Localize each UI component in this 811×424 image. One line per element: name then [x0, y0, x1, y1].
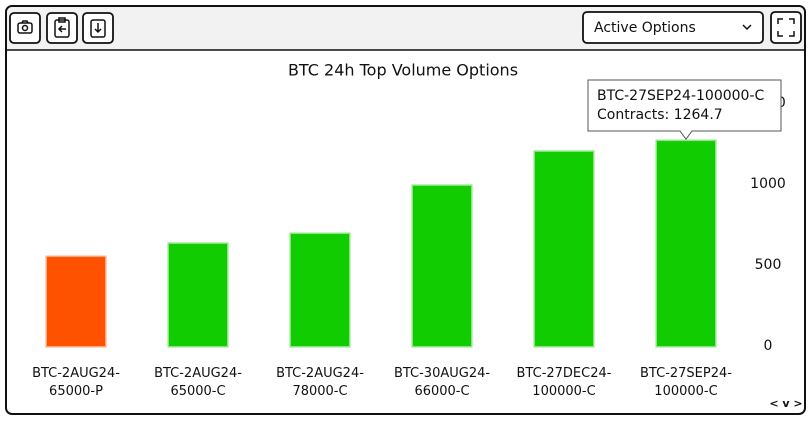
bar [289, 232, 351, 348]
tooltip-title: BTC-27SEP24-100000-C [597, 88, 765, 104]
camera-button[interactable] [9, 12, 41, 44]
select[interactable] [582, 11, 764, 44]
bar [167, 242, 229, 348]
tooltip-box [587, 79, 782, 140]
pager[interactable]: < v > [769, 397, 802, 410]
bar [45, 255, 107, 348]
x-tick-label: BTC-27DEC24-100000-C [517, 366, 612, 399]
fullscreen-button[interactable] [770, 11, 802, 44]
y-tick-label: 500 [755, 257, 782, 273]
y-tick-label: 0 [764, 338, 773, 354]
tooltip-text: Contracts: 1264.7 [597, 107, 723, 123]
x-tick-label: BTC-2AUG24-65000-P [32, 366, 120, 399]
select-label: Active Options [594, 20, 696, 36]
bar [411, 184, 473, 348]
x-tick-label: BTC-30AUG24-66000-C [394, 366, 490, 399]
bar [655, 139, 717, 348]
y-tick-label: 1000 [750, 176, 786, 192]
icons [17, 17, 795, 38]
chart-title: BTC 24h Top Volume Options [288, 61, 518, 80]
x-tick-label: BTC-2AUG24-65000-C [154, 366, 242, 399]
bar [533, 150, 595, 348]
x-tick-label: BTC-27SEP24-100000-C [640, 366, 732, 399]
x-tick-label: BTC-2AUG24-78000-C [276, 366, 364, 399]
